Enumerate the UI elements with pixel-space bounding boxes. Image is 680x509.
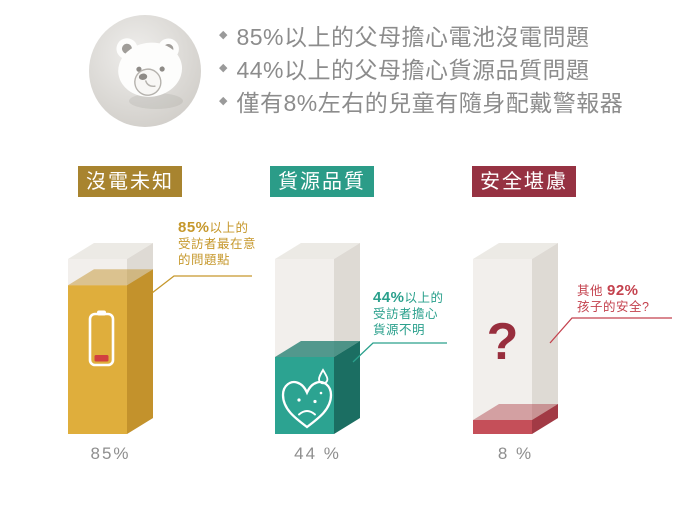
annotation-line: 孩子的安全? [577,300,650,314]
bar-value-label: 85% [90,444,131,463]
diamond-bullet-icon: ◆ [219,62,228,74]
bullet-text: 85%以上的父母擔心電池沒電問題 [236,23,590,50]
bullet-text: 僅有8%左右的兒童有隨身配戴警報器 [236,89,624,116]
bar-safety: ? [473,243,558,434]
list-item: ◆ 85%以上的父母擔心電池沒電問題 [219,22,623,50]
annotation-line: 受訪者最在意 [178,237,257,251]
bear-head-icon [116,38,183,97]
bar-battery [68,243,153,434]
bar-faces [473,243,558,434]
annotation-safety: 其他 92% 孩子的安全? [577,283,649,315]
annotation-line: 其他 92% [577,282,639,299]
annotation-line: 受訪者擔心 [373,307,439,321]
bear-shadow [129,93,183,109]
bar-faces [68,243,153,434]
callout-line [352,342,447,363]
bar-quality [275,243,360,434]
bear-device-photo [89,15,201,127]
category-header-quality: 貨源品質 [270,166,374,197]
category-header-safety: 安全堪慮 [472,166,576,197]
callout-line [549,317,672,344]
diamond-bullet-icon: ◆ [219,95,228,107]
bar-value-label: 8 % [497,444,534,463]
list-item: ◆ 44%以上的父母擔心貨源品質問題 [219,55,623,83]
summary-bullet-list: ◆ 85%以上的父母擔心電池沒電問題 ◆ 44%以上的父母擔心貨源品質問題 ◆ … [219,22,623,121]
annotation-line: 44%以上的 [373,289,444,306]
battery-low-icon [88,310,115,367]
category-header-battery: 沒電未知 [78,166,182,197]
annotation-line: 85%以上的 [178,219,249,236]
worried-heart-icon [281,368,333,429]
callout-line [151,275,252,294]
annotation-battery: 85%以上的 受訪者最在意 的問題點 [178,220,256,268]
bullet-text: 44%以上的父母擔心貨源品質問題 [236,56,590,83]
bar-value-label: 44 % [294,444,341,463]
diamond-bullet-icon: ◆ [219,29,228,41]
list-item: ◆ 僅有8%左右的兒童有隨身配戴警報器 [219,88,623,116]
annotation-quality: 44%以上的 受訪者擔心 貨源不明 [373,290,444,338]
question-mark-icon: ? [487,313,519,371]
annotation-line: 的問題點 [178,253,231,267]
bar-faces [275,243,360,434]
annotation-line: 貨源不明 [373,323,426,337]
